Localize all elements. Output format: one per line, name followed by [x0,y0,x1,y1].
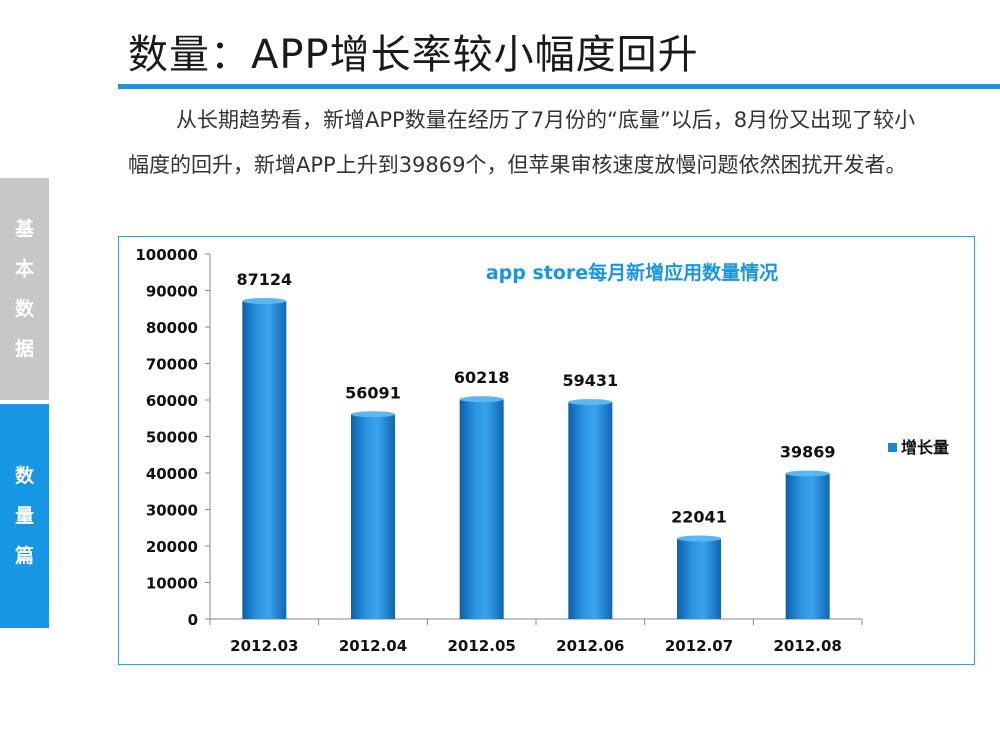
chart-title: app store每月新增应用数量情况 [486,261,778,284]
bar-top-cap [459,396,504,403]
bar-2012.03 [242,300,287,619]
bar-top-cap [242,297,287,304]
bar-2012.04 [351,414,395,619]
bar-top-cap [568,399,613,406]
legend-swatch [888,443,897,452]
sidebar-tab-char: 基 [14,218,34,240]
x-tick-label: 2012.03 [230,637,298,655]
data-label-2012.07: 22041 [671,508,727,527]
bar-top-cap [351,411,395,418]
sidebar-tab-quantity[interactable]: 数 量 篇 [0,404,49,628]
y-tick-label: 70000 [146,356,198,374]
x-tick-label: 2012.08 [774,637,842,655]
y-tick-label: 20000 [146,538,198,556]
sidebar-tab-char: 据 [14,338,34,360]
y-tick-label: 90000 [146,283,198,301]
y-tick-label: 100000 [135,246,198,264]
data-label-2012.08: 39869 [780,442,836,461]
y-tick-label: 50000 [146,429,198,447]
bar-2012.07 [677,538,721,619]
data-label-2012.03: 87124 [236,270,292,289]
data-label-2012.05: 60218 [454,368,510,387]
title-divider [118,84,1000,89]
y-tick-label: 80000 [146,319,198,337]
intro-text: 从长期趋势看，新增APP数量在经历了7月份的“底量”以后，8月份又出现了较小幅度… [128,108,916,177]
bar-2012.08 [785,473,830,619]
intro-paragraph: 从长期趋势看，新增APP数量在经历了7月份的“底量”以后，8月份又出现了较小幅度… [128,98,928,188]
x-tick-label: 2012.07 [665,637,733,655]
sidebar-tab-char: 篇 [14,545,34,567]
x-tick-label: 2012.05 [448,637,516,655]
sidebar-tab-basic-data[interactable]: 基 本 数 据 [0,178,49,400]
x-tick-label: 2012.04 [339,637,407,655]
sidebar-tab-char: 数 [14,465,34,487]
data-label-2012.06: 59431 [562,371,618,390]
y-tick-label: 0 [188,611,198,629]
y-tick-label: 30000 [146,502,198,520]
data-label-2012.04: 56091 [345,383,401,402]
y-tick-label: 60000 [146,392,198,410]
sidebar-tab-char: 本 [14,258,34,280]
bar-top-cap [677,535,721,542]
legend-label: 增长量 [901,438,949,457]
y-tick-label: 10000 [146,575,198,593]
bar-top-cap [785,470,830,477]
bar-2012.05 [459,399,504,619]
bar-2012.06 [568,402,613,619]
sidebar-tab-char: 量 [14,505,34,527]
y-tick-label: 40000 [146,465,198,483]
sidebar-tab-char: 数 [14,298,34,320]
x-tick-label: 2012.06 [556,637,624,655]
page-title: 数量：APP增长率较小幅度回升 [128,32,699,78]
